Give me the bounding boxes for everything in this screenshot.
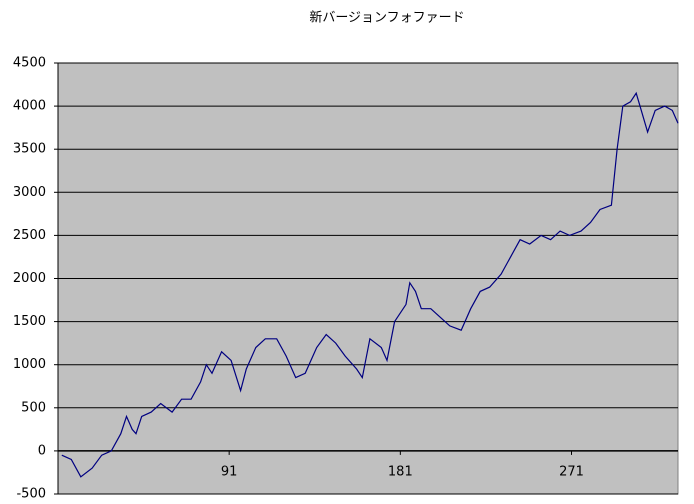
y-tick-label: 0 — [38, 443, 46, 458]
y-tick-label: 2000 — [13, 271, 46, 286]
y-tick-label: 1000 — [13, 357, 46, 372]
y-tick-label: 500 — [21, 400, 46, 415]
x-tick-label: 271 — [559, 464, 584, 479]
x-tick-label: 91 — [221, 464, 238, 479]
data-line — [61, 91, 679, 478]
y-tick-label: -500 — [16, 487, 46, 502]
y-tick-label: 4500 — [13, 56, 46, 71]
x-tick-label: 181 — [388, 464, 413, 479]
y-tick-label: 3500 — [13, 142, 46, 157]
y-tick-label: 3000 — [13, 185, 46, 200]
y-tick-label: 2500 — [13, 228, 46, 243]
y-tick-label: 1500 — [13, 314, 46, 329]
chart-title: 新バージョンフォファード — [309, 10, 464, 26]
y-tick-label: 4000 — [13, 99, 46, 114]
